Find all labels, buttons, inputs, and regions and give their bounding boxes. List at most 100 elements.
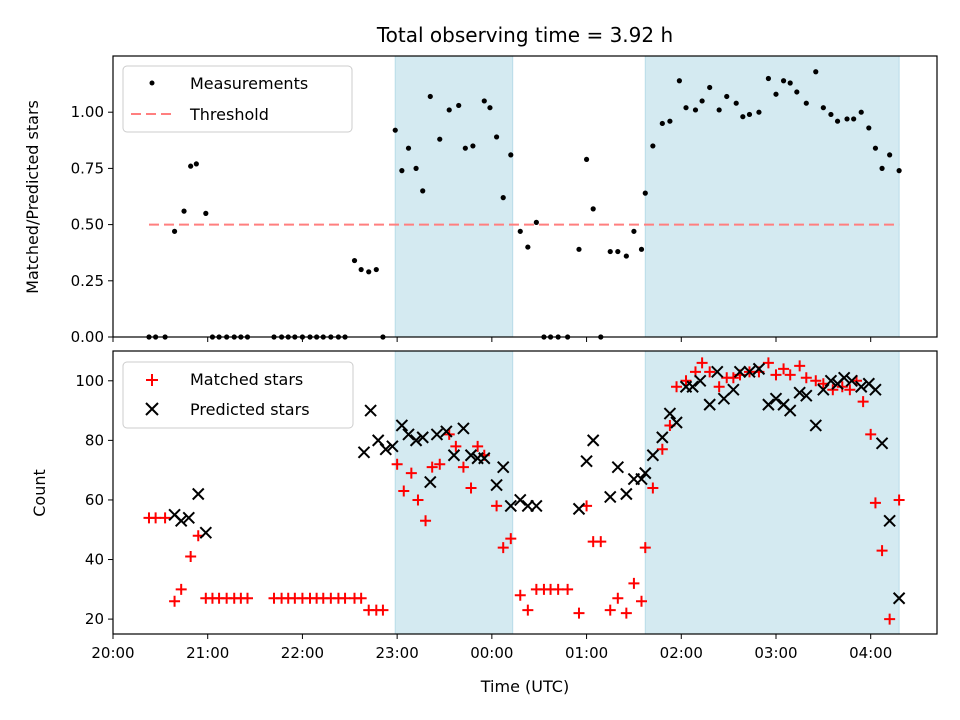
- measurement-point: [373, 266, 379, 273]
- measurement-point: [392, 127, 398, 133]
- top-panel: 0.00 0.25 0.50 0.75 1.00 Matched/Predicted s…: [23, 55, 938, 346]
- measurement-point: [667, 118, 673, 124]
- matched-star-point: [412, 494, 424, 506]
- measurement-point: [188, 163, 194, 169]
- matched-star-point: [150, 512, 162, 524]
- matched-star-point: [869, 497, 881, 509]
- measurement-point: [615, 248, 621, 255]
- matched-star-point: [505, 533, 517, 545]
- predicted-star-point: [440, 425, 453, 438]
- matched-star-point: [800, 372, 812, 384]
- legend-marker-measurements: [149, 80, 155, 86]
- matched-star-point: [704, 366, 716, 378]
- legend-label-measurements: Measurements: [190, 74, 308, 93]
- measurement-point: [780, 78, 787, 84]
- bottom-ytick-label: 20: [85, 610, 104, 628]
- matched-star-point: [450, 440, 462, 452]
- top-ytick-label: 1.00: [71, 103, 104, 121]
- xtick-label: 01:00: [565, 644, 608, 662]
- matched-star-point: [398, 485, 410, 497]
- predicted-star-point: [717, 392, 731, 405]
- matched-star-point: [426, 461, 438, 473]
- matched-star-point: [639, 542, 651, 554]
- measurement-point: [756, 109, 762, 115]
- measurement-point: [746, 111, 753, 118]
- xtick-label: 22:00: [281, 644, 324, 662]
- bottom-ytick-label: 40: [85, 551, 104, 569]
- measurement-point: [437, 136, 443, 142]
- matched-star-point: [784, 369, 796, 381]
- predicted-star-point: [182, 511, 195, 525]
- predicted-star-point: [572, 502, 586, 516]
- top-legend-box: [122, 65, 353, 133]
- measurement-point: [896, 168, 902, 174]
- top-ylabel: Matched/Predicted stars: [23, 100, 42, 294]
- predicted-star-point: [386, 440, 399, 453]
- measurement-point: [650, 143, 656, 149]
- measurement-point: [607, 248, 613, 255]
- measurement-point: [828, 111, 834, 118]
- predicted-star-point: [703, 398, 716, 411]
- matched-star-point: [884, 613, 896, 625]
- matched-star-point: [420, 515, 432, 527]
- chart-title: Total observing time = 3.92 h: [376, 23, 673, 47]
- matched-star-point: [810, 375, 822, 387]
- measurement-point: [358, 266, 364, 273]
- predicted-star-point: [670, 416, 683, 429]
- measurement-point: [399, 168, 405, 174]
- matched-star-point: [647, 482, 659, 494]
- predicted-star-point: [733, 365, 747, 379]
- matched-star-point: [573, 607, 585, 619]
- measurement-point: [773, 91, 779, 97]
- measurement-point: [740, 114, 746, 120]
- measurement-point: [699, 98, 705, 104]
- matched-star-point: [671, 381, 683, 393]
- matched-star-point: [620, 607, 632, 619]
- measurement-point: [171, 228, 178, 234]
- measurement-point: [462, 145, 468, 151]
- measurement-point: [427, 93, 433, 100]
- measurement-point: [638, 246, 645, 252]
- legend-label-matched: Matched stars: [190, 370, 303, 389]
- predicted-star-point: [824, 374, 838, 387]
- matched-star-point: [794, 360, 806, 372]
- predicted-star-point: [199, 526, 213, 539]
- bottom-legend-box: [122, 361, 354, 429]
- matched-star-point: [857, 396, 869, 408]
- predicted-star-point: [663, 407, 677, 420]
- xtick-label: 03:00: [754, 644, 797, 662]
- predicted-star-point: [478, 452, 491, 465]
- predicted-star-point: [611, 460, 625, 474]
- legend-label-threshold: Threshold: [189, 105, 269, 124]
- matched-star-point: [604, 604, 616, 616]
- top-ytick-label: 0.50: [71, 216, 104, 234]
- matched-star-point: [762, 357, 774, 369]
- measurement-point: [724, 93, 730, 100]
- predicted-star-point: [809, 419, 822, 432]
- measurement-point: [413, 165, 419, 171]
- legend-marker-predicted: [145, 402, 159, 416]
- matched-star-point: [727, 372, 739, 384]
- xtick-label: 04:00: [849, 644, 892, 662]
- matched-star-point: [405, 467, 417, 479]
- matched-star-point: [844, 384, 856, 396]
- measurement-point: [803, 100, 809, 106]
- measurement-point: [683, 105, 689, 111]
- matched-star-point: [514, 589, 526, 601]
- matched-star-point: [656, 443, 668, 455]
- predicted-star-point: [869, 383, 882, 396]
- measurement-point: [525, 244, 531, 250]
- measurement-point: [487, 105, 493, 111]
- matched-star-point: [355, 592, 367, 604]
- matched-star-point: [680, 375, 692, 387]
- predicted-star-point: [743, 365, 756, 379]
- measurement-point: [500, 195, 506, 201]
- measurement-point: [866, 125, 872, 131]
- predicted-star-point: [694, 374, 707, 387]
- matched-star-point: [595, 536, 607, 548]
- bot-shaded-interval: [394, 350, 514, 635]
- measurement-point: [576, 246, 582, 252]
- legend-label-predicted: Predicted stars: [190, 400, 310, 419]
- measurement-point: [707, 84, 713, 91]
